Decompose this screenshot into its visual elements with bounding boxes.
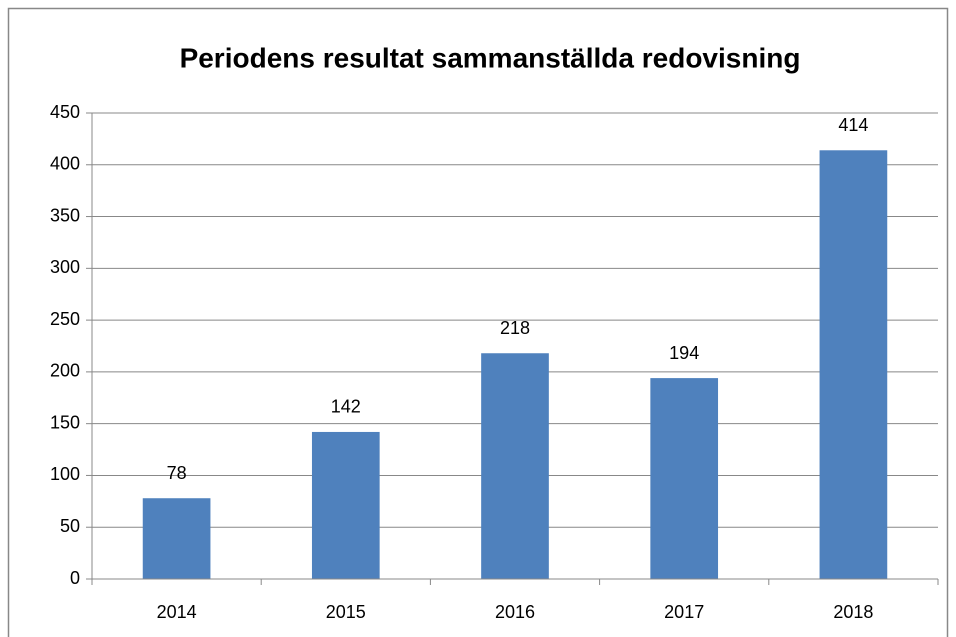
y-tick-label: 100 (50, 464, 80, 484)
y-tick-label: 150 (50, 412, 80, 432)
y-tick-label: 0 (70, 568, 80, 588)
bar (650, 378, 719, 579)
bar (311, 431, 380, 579)
y-tick-label: 250 (50, 309, 80, 329)
x-tick-label: 2017 (664, 602, 704, 622)
data-label: 218 (500, 318, 530, 338)
data-label: 194 (669, 343, 699, 363)
y-tick-label: 400 (50, 154, 80, 174)
x-tick-label: 2016 (495, 602, 535, 622)
y-tick-label: 300 (50, 257, 80, 277)
bar (481, 353, 549, 579)
y-tick-label: 350 (50, 205, 80, 225)
chart-title: Periodens resultat sammanställda redovis… (180, 42, 801, 73)
bar (142, 498, 211, 579)
y-tick-label: 200 (50, 361, 80, 381)
data-label: 142 (331, 397, 361, 417)
x-tick-label: 2015 (326, 602, 366, 622)
y-tick-label: 50 (60, 516, 80, 536)
y-tick-label: 450 (50, 102, 80, 122)
bar (819, 150, 888, 579)
x-tick-label: 2018 (833, 602, 873, 622)
data-label: 78 (167, 463, 187, 483)
data-label: 414 (838, 115, 868, 135)
x-tick-label: 2014 (157, 602, 197, 622)
